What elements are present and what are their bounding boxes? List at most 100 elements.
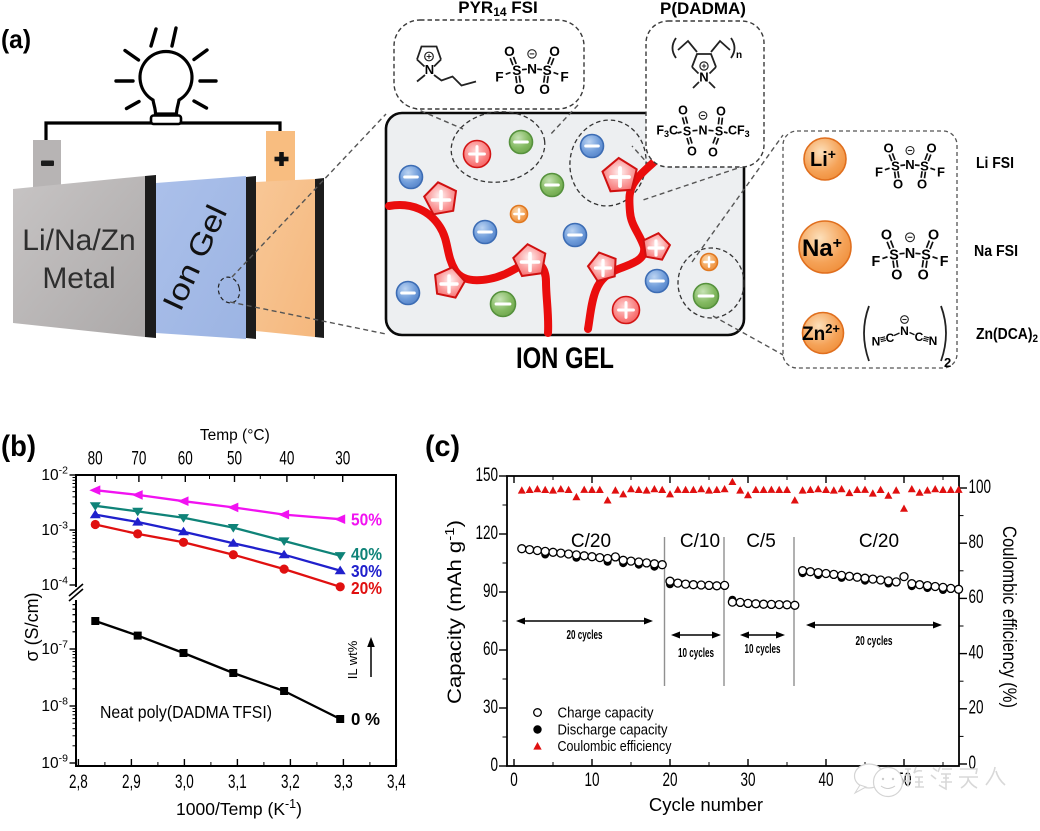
svg-text:100: 100	[969, 477, 992, 498]
svg-text:0 %: 0 %	[351, 709, 380, 729]
svg-text:C/5: C/5	[746, 531, 776, 552]
svg-text:Metal: Metal	[42, 262, 115, 295]
svg-text:20: 20	[969, 698, 984, 719]
svg-text:150: 150	[476, 465, 499, 486]
svg-text:σ (S/cm): σ (S/cm)	[22, 592, 42, 661]
svg-text:F: F	[560, 69, 568, 84]
svg-text:N: N	[929, 334, 938, 348]
svg-text:60: 60	[969, 587, 984, 608]
svg-text:50%: 50%	[351, 510, 382, 530]
svg-text:S: S	[543, 63, 552, 78]
svg-text:10-7: 10-7	[41, 639, 68, 659]
svg-text:10-3: 10-3	[41, 520, 68, 540]
svg-text:S: S	[512, 63, 521, 78]
svg-text:40: 40	[819, 770, 834, 791]
svg-text:30: 30	[335, 449, 350, 470]
svg-text:IL wt%: IL wt%	[345, 640, 360, 679]
svg-text:2: 2	[944, 355, 951, 370]
svg-text:O: O	[891, 267, 902, 283]
svg-text:O: O	[549, 44, 560, 59]
svg-text:F: F	[872, 254, 881, 270]
svg-text:50: 50	[227, 449, 242, 470]
svg-text:30: 30	[741, 770, 756, 791]
svg-text:S: S	[715, 125, 723, 139]
svg-text:F: F	[495, 69, 503, 84]
svg-text:Cycle number: Cycle number	[649, 794, 763, 815]
svg-text:3,1: 3,1	[228, 772, 247, 793]
svg-text:n: n	[736, 50, 742, 61]
svg-text:O: O	[917, 177, 927, 192]
svg-text:ION GEL: ION GEL	[516, 342, 614, 375]
svg-text:N: N	[872, 334, 881, 348]
svg-text:Li/Na/Zn: Li/Na/Zn	[22, 224, 135, 257]
svg-text:O: O	[514, 82, 525, 97]
svg-text:C/10: C/10	[680, 531, 720, 552]
svg-text:F3C: F3C	[656, 124, 678, 140]
svg-text:70: 70	[131, 449, 146, 470]
svg-text:S: S	[921, 248, 931, 264]
svg-text:80: 80	[88, 449, 103, 470]
svg-text:Na FSI: Na FSI	[974, 243, 1018, 260]
svg-text:Zn(DCA)2: Zn(DCA)2	[976, 326, 1038, 345]
svg-text:0: 0	[491, 755, 499, 776]
svg-text:Li FSI: Li FSI	[976, 155, 1014, 172]
svg-text:10-4: 10-4	[41, 575, 68, 595]
svg-text:N: N	[699, 70, 708, 85]
svg-text:Capacity (mAh g-1): Capacity (mAh g-1)	[442, 520, 466, 704]
svg-text:Neat poly(DADMA TFSI): Neat poly(DADMA TFSI)	[100, 702, 272, 722]
svg-text:C: C	[915, 330, 924, 344]
svg-text:C/20: C/20	[859, 531, 899, 552]
svg-text:O: O	[708, 146, 718, 160]
svg-text:O: O	[881, 228, 892, 244]
svg-text:N: N	[698, 124, 707, 138]
svg-text:C: C	[886, 331, 895, 345]
svg-text:Coulombic efficiency (%): Coulombic efficiency (%)	[998, 526, 1019, 708]
svg-text:N: N	[905, 246, 915, 262]
svg-text:S: S	[889, 248, 899, 264]
svg-text:3,0: 3,0	[175, 772, 194, 793]
svg-text:O: O	[926, 141, 936, 156]
svg-text:CF3: CF3	[728, 124, 750, 140]
svg-text:0: 0	[510, 770, 518, 791]
svg-text:C/20: C/20	[571, 531, 611, 552]
svg-text:2,9: 2,9	[122, 772, 141, 793]
svg-text:O: O	[918, 267, 929, 283]
svg-text:N: N	[425, 62, 434, 77]
svg-text:3,2: 3,2	[281, 772, 300, 793]
svg-text:40%: 40%	[351, 544, 382, 564]
svg-text:F: F	[937, 165, 945, 180]
svg-text:O: O	[687, 145, 697, 159]
svg-text:2,8: 2,8	[69, 772, 88, 793]
svg-text:N: N	[527, 62, 537, 77]
svg-text:80: 80	[969, 532, 984, 553]
svg-text:O: O	[883, 141, 893, 156]
svg-text:S: S	[891, 159, 900, 174]
svg-text:60: 60	[483, 639, 498, 660]
svg-text:O: O	[716, 105, 726, 119]
svg-text:10-2: 10-2	[41, 465, 68, 485]
svg-text:120: 120	[476, 523, 499, 544]
svg-text:10-8: 10-8	[41, 696, 68, 716]
svg-text:30%: 30%	[351, 561, 382, 581]
svg-text:10 cycles: 10 cycles	[745, 642, 781, 656]
svg-text:40: 40	[969, 642, 984, 663]
svg-text:3,4: 3,4	[387, 772, 406, 793]
svg-text:20: 20	[663, 770, 678, 791]
svg-text:S: S	[920, 159, 929, 174]
svg-text:10-9: 10-9	[41, 753, 68, 773]
svg-text:(b): (b)	[1, 430, 36, 463]
svg-text:60: 60	[178, 449, 193, 470]
svg-text:S: S	[683, 125, 691, 139]
svg-text:PYR14 FSI: PYR14 FSI	[458, 0, 538, 19]
svg-text:O: O	[678, 104, 688, 118]
svg-text:N: N	[900, 324, 909, 338]
svg-text:1000/Temp (K-1): 1000/Temp (K-1)	[176, 797, 302, 819]
svg-text:Discharge capacity: Discharge capacity	[558, 723, 669, 739]
svg-text:20 cycles: 20 cycles	[856, 634, 893, 648]
svg-text:P(DADMA): P(DADMA)	[660, 0, 746, 18]
svg-text:30: 30	[483, 697, 498, 718]
svg-text:O: O	[928, 228, 939, 244]
svg-text:20 cycles: 20 cycles	[567, 628, 603, 642]
svg-text:F: F	[940, 254, 949, 270]
svg-text:N: N	[905, 157, 914, 172]
